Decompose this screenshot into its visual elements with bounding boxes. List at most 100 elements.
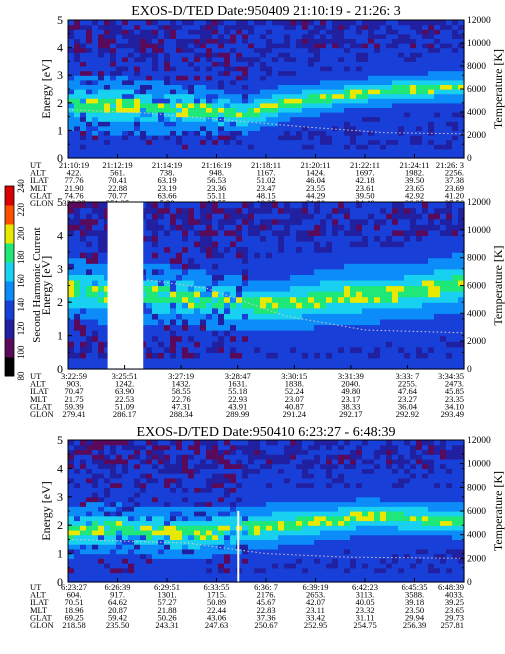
spectrogram-cell <box>86 302 93 308</box>
spectrogram-cell <box>68 324 75 330</box>
spectrogram-cell <box>272 117 279 122</box>
spectrogram-cell <box>404 241 411 247</box>
spectrogram-cell <box>134 149 141 154</box>
spectrogram-cell <box>380 241 387 247</box>
spectrogram-cell <box>266 274 273 280</box>
spectrogram-cell <box>206 313 213 319</box>
spectrogram-cell <box>152 258 159 264</box>
spectrogram-cell <box>386 126 393 131</box>
spectrogram-cell <box>74 558 81 563</box>
spectrogram-cell <box>434 71 441 76</box>
spectrogram-cell <box>296 280 303 286</box>
spectrogram-cell <box>188 48 195 53</box>
spectrogram-cell <box>80 149 87 154</box>
spectrogram-cell <box>194 302 201 308</box>
spectrogram-cell <box>218 117 225 122</box>
spectrogram-cell <box>242 149 249 154</box>
spectrogram-cell <box>122 117 129 122</box>
spectrogram-cell <box>206 202 213 208</box>
spectrogram-cell <box>146 144 153 149</box>
spectrogram-cell <box>122 454 129 459</box>
spectrogram-cell <box>116 94 123 99</box>
spectrogram-cell <box>218 539 225 544</box>
spectrogram-cell <box>86 130 93 135</box>
spectrogram-cell <box>170 525 177 530</box>
spectrogram-cell <box>230 308 237 314</box>
spectrogram-cell <box>242 330 249 336</box>
spectrogram-cell <box>122 483 129 488</box>
spectrogram-cell <box>110 520 117 525</box>
spectrogram-cell <box>176 202 183 208</box>
spectrogram-cell <box>422 263 429 269</box>
spectrogram-cell <box>74 319 81 325</box>
spectrogram-cell <box>140 464 147 469</box>
spectrogram-cell <box>68 135 75 140</box>
spectrogram-cell <box>74 61 81 66</box>
spectrogram-cell <box>248 149 255 154</box>
spectrogram-cell <box>404 280 411 286</box>
spectrogram-cell <box>188 89 195 94</box>
spectrogram-cell <box>164 554 171 559</box>
spectrogram-cell <box>140 144 147 149</box>
spectrogram-cell <box>176 336 183 342</box>
spectrogram-cell <box>122 539 129 544</box>
spectrogram-cell <box>308 313 315 319</box>
spectrogram-cell <box>434 38 441 43</box>
spectrogram-cell <box>86 502 93 507</box>
spectrogram-cell <box>80 554 87 559</box>
spectrogram-cell <box>266 43 273 48</box>
spectrogram-cell <box>254 25 261 30</box>
spectrogram-cell <box>314 98 321 103</box>
spectrogram-cell <box>128 52 135 57</box>
spectrogram-cell <box>452 313 459 319</box>
spectrogram-cell <box>266 71 273 76</box>
spectrogram-cell <box>164 330 171 336</box>
spectrogram-cell <box>116 506 123 511</box>
spectrogram-cell <box>398 313 405 319</box>
spectrogram-cell <box>74 140 81 145</box>
spectrogram-cell <box>452 252 459 258</box>
spectrogram-cell <box>320 135 327 140</box>
spectrogram-cell <box>164 48 171 53</box>
spectrogram-cell <box>212 568 219 573</box>
spectrogram-cell <box>416 57 423 62</box>
spectrogram-cell <box>116 66 123 71</box>
spectrogram-cell <box>416 107 423 112</box>
spectrogram-cell <box>260 75 267 80</box>
spectrogram-cell <box>236 43 243 48</box>
spectrogram-cell <box>410 25 417 30</box>
spectrogram-cell <box>248 297 255 303</box>
spectrogram-cell <box>176 483 183 488</box>
spectrogram-cell <box>182 308 189 314</box>
spectrogram-cell <box>308 107 315 112</box>
spectrogram-cell <box>86 38 93 43</box>
spectrogram-cell <box>380 219 387 225</box>
spectrogram-cell <box>164 347 171 353</box>
spectrogram-cell <box>206 525 213 530</box>
spectrogram-cell <box>332 121 339 126</box>
spectrogram-cell <box>86 57 93 62</box>
spectrogram-cell <box>272 297 279 303</box>
spectrogram-cell <box>68 258 75 264</box>
spectrogram-cell <box>212 208 219 214</box>
spectrogram-cell <box>68 208 75 214</box>
spectrogram-cell <box>134 558 141 563</box>
spectrogram-cell <box>164 94 171 99</box>
spectrogram-cell <box>380 352 387 358</box>
spectrogram-cell <box>242 112 249 117</box>
spectrogram-cell <box>428 241 435 247</box>
spectrogram-cell <box>170 135 177 140</box>
spectrogram-cell <box>296 144 303 149</box>
spectrogram-cell <box>164 352 171 358</box>
spectrogram-cell <box>176 43 183 48</box>
spectrogram-cell <box>320 347 327 353</box>
spectrogram-cell <box>80 112 87 117</box>
spectrogram-cell <box>194 235 201 241</box>
spectrogram-cell <box>116 554 123 559</box>
spectrogram-cell <box>392 347 399 353</box>
spectrogram-cell <box>428 84 435 89</box>
spectrogram-cell <box>290 112 297 117</box>
spectrogram-cell <box>206 347 213 353</box>
spectrogram-cell <box>122 57 129 62</box>
spectrogram-cell <box>428 269 435 275</box>
